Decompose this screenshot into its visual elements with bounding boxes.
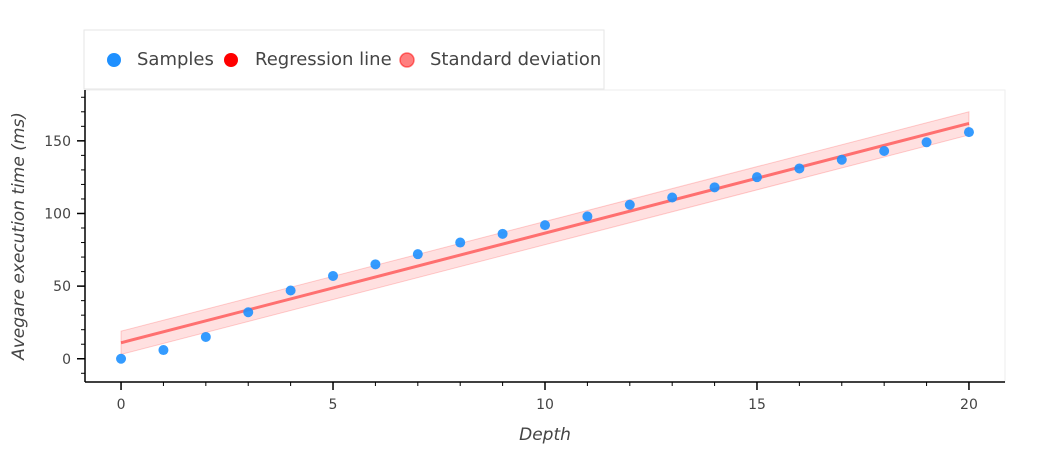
legend-marker-regression-line [224,53,238,67]
legend-box [83,29,605,90]
sample-points [116,127,974,364]
legend-label-regression-line: Regression line [255,49,392,70]
x-axis-title: Depth [519,425,571,445]
sample-point [412,249,423,260]
sample-point [370,259,381,270]
regression-line [120,121,970,345]
sample-point [836,154,847,165]
y-tick-label: 100 [44,206,71,222]
y-tick-label: 50 [53,279,71,295]
sample-point [921,137,932,148]
sample-point [624,199,635,210]
sample-point [158,345,169,356]
sample-point [794,163,805,174]
sample-point [455,237,466,248]
legend-label-standard-deviation: Standard deviation [430,49,601,70]
x-tick-label: 0 [117,397,126,413]
legend-marker-standard-deviation [399,52,415,68]
sample-point [667,192,678,203]
sample-point [540,220,550,231]
sample-point [751,172,762,183]
sample-point [709,182,720,193]
legend-label-samples: Samples [137,49,214,70]
sample-point [963,127,974,138]
x-tick-label: 10 [536,397,554,413]
y-tick-label: 150 [44,134,71,150]
axes: 0 5 10 15 20 0 50 100 150 [44,90,1005,413]
legend-marker-samples [107,53,121,67]
sample-point [116,353,127,364]
sample-point [200,331,211,342]
x-tick-label: 15 [748,397,766,413]
sample-point [582,211,593,222]
sample-point [285,285,296,296]
x-tick-label: 5 [329,397,338,413]
legend: Samples Regression line Standard deviati… [83,29,605,90]
sample-point [243,307,254,318]
y-axis-title: Avegare execution time (ms) [9,112,29,361]
sample-point [497,228,508,239]
y-tick-label: 0 [62,352,71,368]
sample-point [328,270,339,281]
sample-point [879,146,890,157]
x-tick-label: 20 [960,397,978,413]
